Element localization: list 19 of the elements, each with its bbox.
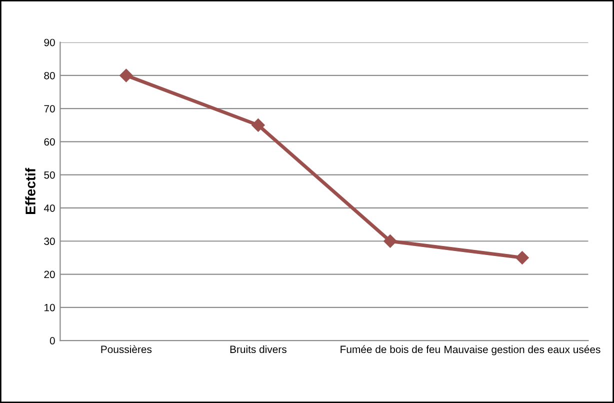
y-tick-label: 20 <box>44 270 55 278</box>
point <box>120 68 133 82</box>
y-tick-label: 80 <box>44 72 55 80</box>
y-tick-label: 40 <box>44 204 55 212</box>
y-tick-label: 50 <box>44 171 55 179</box>
y-tick-label: 30 <box>44 238 55 246</box>
point <box>252 118 265 132</box>
y-tick-label: 70 <box>44 105 55 112</box>
point <box>516 251 529 264</box>
y-tick-label: 60 <box>44 138 55 146</box>
x-tick-label: Bruits divers <box>230 345 286 354</box>
y-tick-label: 90 <box>44 38 55 46</box>
x-tick-label: Mauvaise gestion des eaux usées <box>444 345 600 356</box>
y-tick-label: 0 <box>50 337 55 344</box>
y-axis-title: Effectif <box>25 168 36 214</box>
y-tick-label: 10 <box>44 304 55 312</box>
point <box>384 234 397 248</box>
x-tick-label: Poussières <box>101 345 152 354</box>
x-tick-label: Fumée de bois de feu <box>340 345 440 354</box>
